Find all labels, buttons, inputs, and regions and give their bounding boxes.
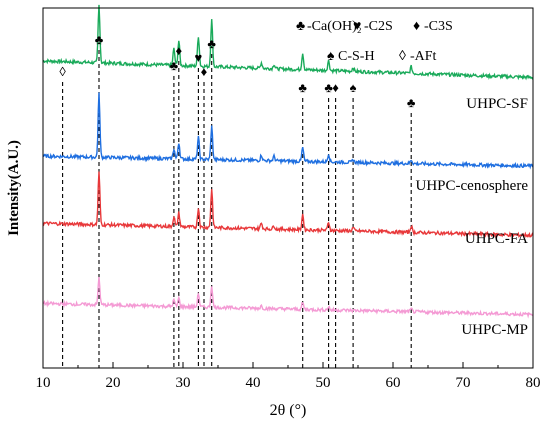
y-axis-label: Intensity(A.U.) bbox=[6, 140, 22, 236]
legend-symbol: ◊ bbox=[399, 49, 406, 64]
series-line-uhpc-cenosphere bbox=[42, 92, 534, 170]
legend-symbol: ♥ bbox=[353, 19, 361, 34]
x-tick-label: 80 bbox=[526, 375, 541, 391]
legend-label: -Ca(OH)₂ bbox=[307, 19, 362, 34]
legend-label: C-S-H bbox=[338, 49, 375, 64]
x-tick-label: 70 bbox=[456, 375, 471, 391]
phase-marker: ♦ bbox=[175, 43, 182, 58]
series-line-uhpc-fa bbox=[42, 171, 534, 239]
phase-marker: ♣ bbox=[170, 58, 179, 73]
legend-label: -C3S bbox=[424, 19, 453, 34]
x-tick-label: 20 bbox=[106, 375, 121, 391]
phase-marker: ◊ bbox=[59, 64, 66, 79]
series-label: UHPC-FA bbox=[465, 231, 528, 247]
x-tick-label: 30 bbox=[176, 375, 191, 391]
series-label: UHPC-SF bbox=[466, 96, 528, 112]
phase-marker: ♣ bbox=[298, 80, 307, 95]
x-tick-label: 40 bbox=[246, 375, 261, 391]
series-label: UHPC-cenosphere bbox=[416, 178, 529, 194]
series-layer bbox=[42, 4, 534, 319]
series-labels: UHPC-SF UHPC-cenosphere UHPC-FA UHPC-MP bbox=[416, 96, 529, 338]
phase-marker: ♦ bbox=[332, 80, 339, 95]
phase-marker: ♣ bbox=[407, 95, 416, 110]
legend-symbol: ♦ bbox=[413, 19, 420, 34]
phase-marker: ♦ bbox=[201, 64, 208, 79]
series-line-uhpc-sf bbox=[42, 4, 534, 81]
series-line-uhpc-mp bbox=[42, 276, 534, 319]
x-tick-label: 10 bbox=[36, 375, 51, 391]
legend: ♣ -Ca(OH)₂♥ -C2S ♦ -C3S ♠ C-S-H ◊ -AFt bbox=[296, 19, 453, 64]
legend-symbol: ♠ bbox=[327, 49, 335, 64]
phase-marker: ♣ bbox=[95, 32, 104, 47]
phase-marker: ♣ bbox=[324, 80, 333, 95]
legend-symbol: ♣ bbox=[296, 19, 305, 34]
x-axis: 10 20 30 40 50 60 70 80 bbox=[36, 362, 541, 391]
x-tick-label: 60 bbox=[386, 375, 401, 391]
series-label: UHPC-MP bbox=[461, 322, 528, 338]
x-tick-label: 50 bbox=[316, 375, 331, 391]
x-axis-label: 2θ (°) bbox=[270, 402, 307, 419]
legend-label: -C2S bbox=[364, 19, 393, 34]
legend-label: -AFt bbox=[410, 49, 437, 64]
phase-marker: ♠ bbox=[350, 80, 357, 95]
phase-marker: ♣ bbox=[207, 36, 216, 51]
phase-markers: ◊♣♣♦ ♥♦♣♣ ♣ ♦ ♠♣ bbox=[59, 32, 416, 110]
phase-marker: ♥ bbox=[195, 50, 203, 65]
